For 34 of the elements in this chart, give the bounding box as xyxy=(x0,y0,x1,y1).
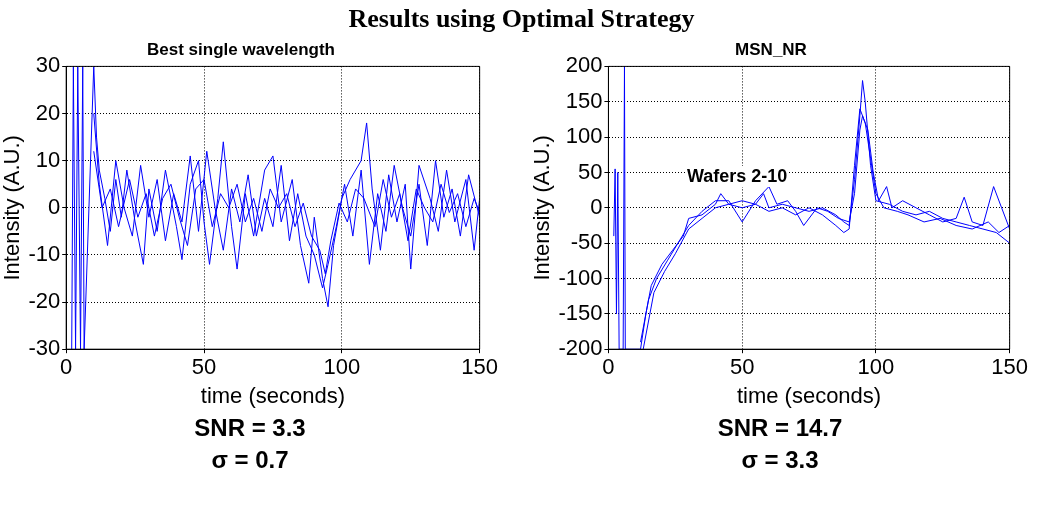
y-tick-label: -50 xyxy=(570,229,603,255)
x-axis-title: time (seconds) xyxy=(736,382,882,408)
text: SNR = 14.7 xyxy=(716,414,844,442)
y-tick-label: 30 xyxy=(35,52,61,78)
text: Results using Optimal Strategy xyxy=(347,4,696,34)
x-tick-label: 100 xyxy=(857,354,895,380)
y-tick-label: 200 xyxy=(565,52,603,78)
y-tick-label: -20 xyxy=(28,288,61,314)
text: SNR = 3.3 xyxy=(193,414,307,442)
y-tick-label: 150 xyxy=(565,87,603,113)
y-tick-label: -30 xyxy=(28,335,61,361)
y-tick-label: -10 xyxy=(28,241,61,266)
y-tick-label: 0 xyxy=(47,193,61,219)
y-axis-title: Intensity (A.U.) xyxy=(529,135,555,281)
text: σ = 3.3 xyxy=(740,446,820,474)
chart-title: Best single wavelength xyxy=(147,39,335,59)
chart-title: MSN_NR xyxy=(735,39,807,59)
y-tick-label: -150 xyxy=(558,299,603,325)
x-tick-label: 50 xyxy=(729,354,755,380)
y-tick-label: 50 xyxy=(577,158,603,184)
text: σ = 0.7 xyxy=(210,446,290,474)
annotation: Wafers 2-10 xyxy=(685,166,790,187)
x-tick-label: 100 xyxy=(323,354,361,380)
x-axis-title: time (seconds) xyxy=(200,382,346,408)
y-tick-label: -200 xyxy=(558,335,603,361)
x-tick-label: 50 xyxy=(191,354,217,380)
y-tick-label: 20 xyxy=(35,99,61,125)
x-tick-label: 150 xyxy=(461,354,499,380)
y-tick-label: 10 xyxy=(35,146,61,172)
y-tick-label: -100 xyxy=(558,264,603,290)
y-axis-title: Intensity (A.U.) xyxy=(0,135,25,281)
y-tick-label: 0 xyxy=(590,193,603,219)
y-tick-label: 100 xyxy=(565,123,603,149)
x-tick-label: 150 xyxy=(991,354,1029,380)
